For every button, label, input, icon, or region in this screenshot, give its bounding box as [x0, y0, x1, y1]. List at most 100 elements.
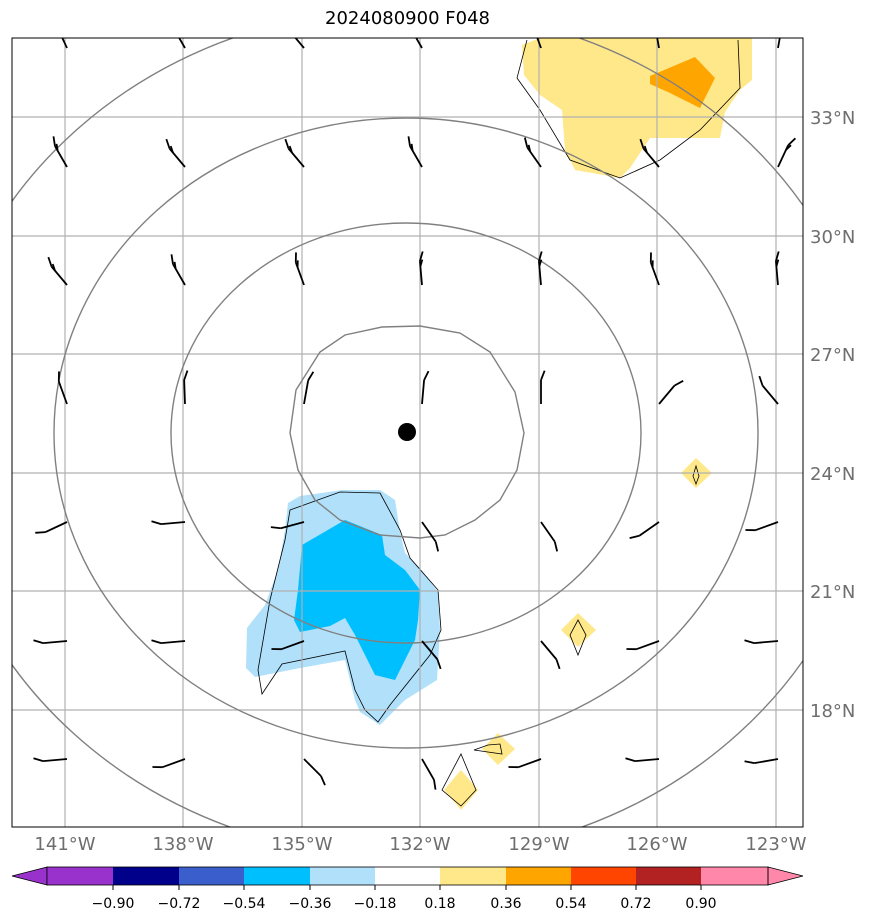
- wind-barb-flag: [655, 15, 657, 25]
- wind-barb-flag: [673, 380, 684, 387]
- wind-barb-flag: [523, 137, 529, 148]
- wind-barb-shaft: [43, 758, 68, 762]
- wind-barb-shaft: [421, 380, 425, 405]
- colorbar-tick-label: 0.18: [424, 896, 455, 912]
- wind-barb-flag: [170, 254, 174, 265]
- colorbar-segment: [636, 867, 701, 885]
- colorbar-segment: [506, 867, 571, 885]
- wind-barb-flag: [782, 16, 787, 25]
- wind-barb-shaft: [303, 380, 310, 405]
- orange-area-ne: [650, 57, 715, 108]
- wind-barb-shaft: [754, 640, 779, 644]
- wind-barb-shaft: [656, 38, 660, 49]
- wind-barb-flag: [781, 24, 785, 30]
- wind-barb-flag: [151, 639, 162, 644]
- colorbar-extend-high: [767, 866, 804, 886]
- wind-barb-flag: [538, 251, 543, 262]
- wind-barb-flag: [436, 659, 442, 670]
- wind-barb-shaft: [636, 640, 660, 651]
- wind-barb-flag: [183, 370, 189, 381]
- wind-barb-flag: [52, 136, 56, 147]
- colorbar: −0.90 −0.72 −0.54 −0.36 −0.18 0.18 0.36 …: [11, 866, 804, 912]
- wind-barb-flag: [412, 25, 413, 32]
- blue-area: [294, 520, 420, 680]
- wind-barb-flag: [744, 639, 755, 644]
- colorbar-tick-label: −0.90: [92, 896, 135, 912]
- lon-label: 135°W: [271, 834, 332, 855]
- wind-barb-flag: [787, 137, 796, 146]
- wind-barb-shaft: [658, 385, 676, 405]
- wind-barb-flag: [656, 23, 657, 30]
- wind-barb-flag: [35, 531, 46, 534]
- longitude-labels: 141°W 138°W 135°W 132°W 129°W 126°W 123°…: [34, 834, 806, 855]
- colorbar-segment: [179, 867, 244, 885]
- wind-barb-shaft: [61, 38, 68, 49]
- wind-barb-flag: [410, 143, 414, 151]
- wind-barbs: [33, 15, 796, 790]
- wind-barb-flag: [775, 251, 780, 262]
- wind-barb-flag: [55, 143, 59, 151]
- colorbar-tick-label: −0.36: [289, 896, 332, 912]
- wind-barb-shaft: [44, 521, 68, 533]
- wind-barb-flag: [47, 256, 53, 267]
- wind-barb-flag: [758, 375, 764, 386]
- map-gridlines: [12, 38, 803, 827]
- colorbar-segment: [310, 867, 375, 885]
- wind-barb-shaft: [536, 38, 542, 49]
- wind-barb-flag: [625, 757, 636, 762]
- wind-barb-shaft: [754, 758, 779, 765]
- wind-barb-flag: [643, 145, 648, 153]
- wind-barb-flag: [285, 20, 288, 29]
- wind-barb-shaft: [421, 758, 435, 781]
- wind-barb-shaft: [755, 521, 779, 532]
- wind-barb-flag: [433, 779, 437, 790]
- wind-barb-flag: [33, 757, 44, 762]
- colorbar-segment: [244, 867, 310, 885]
- wind-barb-shaft: [57, 381, 68, 405]
- colorbar-tick-label: −0.18: [354, 896, 397, 912]
- wind-barb-flag: [51, 263, 56, 271]
- wind-barb-flag: [527, 144, 532, 152]
- wind-barb-flag: [639, 138, 645, 149]
- latitude-labels: 33°N 30°N 27°N 24°N 21°N 18°N: [810, 108, 855, 722]
- wind-barb-shaft: [183, 379, 186, 405]
- colorbar-tick-label: −0.72: [158, 896, 201, 912]
- wind-barb-flag: [434, 541, 440, 552]
- wind-barb-flag: [423, 370, 430, 381]
- map-frame: [11, 37, 804, 828]
- colorbar-extend-low: [11, 866, 48, 886]
- yellow-diamond-s2: [444, 770, 478, 810]
- lon-label: 123°W: [745, 834, 806, 855]
- wind-barb-flag: [173, 261, 177, 269]
- wind-barb-shaft: [161, 521, 186, 525]
- wind-barb-flag: [175, 25, 176, 32]
- shaded-anomaly-areas: [246, 38, 752, 810]
- colorbar-segment: [440, 867, 506, 885]
- colorbar-tick-label: 0.72: [620, 896, 651, 912]
- wind-barb-shaft: [777, 38, 781, 49]
- colorbar-tick-label: 0.90: [685, 896, 716, 912]
- wind-barb-flag: [307, 371, 315, 381]
- lat-label: 24°N: [810, 464, 855, 485]
- wind-barb-flag: [538, 259, 543, 267]
- wind-barb-shaft: [43, 640, 68, 644]
- wind-barb-shaft: [540, 640, 558, 660]
- wind-barb-shaft: [518, 758, 542, 769]
- wind-barb-flag: [629, 534, 640, 540]
- wind-barb-flag: [419, 259, 424, 267]
- wind-barb-shaft: [178, 38, 186, 49]
- storm-center-marker: [398, 423, 416, 441]
- wind-barb-shaft: [421, 521, 437, 543]
- wind-barb-flag: [419, 251, 424, 262]
- lat-label: 33°N: [810, 108, 855, 129]
- map-title: 2024080900 F048: [325, 8, 490, 29]
- wind-barb-flag: [171, 17, 173, 27]
- wind-barb-flag: [320, 775, 326, 786]
- wind-barb-shaft: [161, 640, 186, 644]
- wind-barb-shaft: [421, 640, 439, 660]
- wind-barb-shaft: [303, 758, 322, 777]
- wind-barb-flag: [785, 144, 792, 151]
- wind-barb-flag: [151, 520, 162, 525]
- wind-barb-shaft: [294, 38, 305, 49]
